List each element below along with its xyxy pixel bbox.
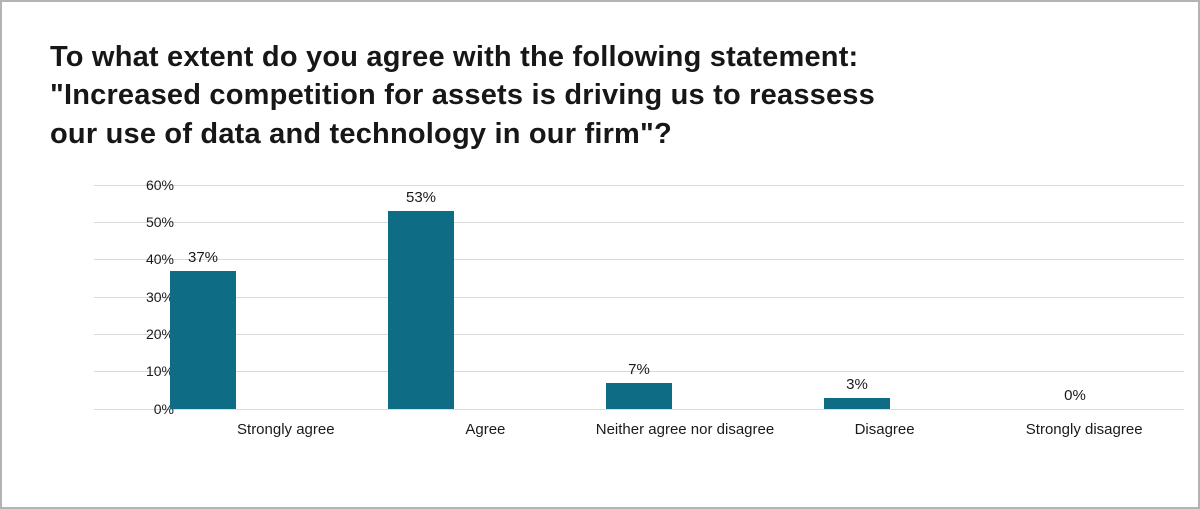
bar-column: 7%: [530, 185, 748, 409]
y-axis-tick-label: 30%: [145, 288, 174, 305]
bar-value-label: 53%: [405, 188, 437, 206]
gridline: [94, 222, 1184, 224]
gridline: [94, 259, 1184, 261]
x-axis-category-label: Disagree: [854, 420, 915, 438]
bar-column: 53%: [312, 185, 530, 409]
y-axis-tick-label: 50%: [145, 214, 174, 231]
bar-value-label: 0%: [1064, 386, 1086, 404]
x-axis-category-label: Agree: [465, 420, 506, 438]
y-axis-tick-label: 10%: [145, 363, 174, 380]
bar-column: 0%: [966, 185, 1184, 409]
y-axis-tick-label: 40%: [145, 251, 174, 268]
gridline: [94, 408, 1184, 410]
gridline: [94, 371, 1184, 373]
bar-column: 37%: [94, 185, 312, 409]
x-axis-category-label: Strongly agree: [237, 420, 335, 438]
x-axis-category-label: Neither agree nor disagree: [595, 420, 775, 438]
bar-value-label: 7%: [628, 360, 650, 378]
bar-value-label: 3%: [846, 375, 868, 393]
bar-chart: 0% 10% 20% 30% 40% 50% 60% 37% 53% 7% 3% 0% Strongl…: [2, 177, 1184, 438]
bars-group: 37% 53% 7% 3% 0%: [94, 185, 1184, 409]
plot-area: 0% 10% 20% 30% 40% 50% 60% 37% 53% 7% 3% 0%: [94, 177, 1184, 417]
y-axis-tick-label: 60%: [145, 176, 174, 193]
bar: [388, 210, 454, 409]
gridline: [94, 334, 1184, 336]
gridline: [94, 184, 1184, 186]
bar: [606, 382, 672, 409]
x-axis-category-label: Strongly disagree: [1025, 420, 1143, 438]
gridline: [94, 296, 1184, 298]
bar: [824, 397, 890, 409]
bar: [170, 270, 236, 409]
bar-column: 3%: [748, 185, 966, 409]
bar-value-label: 37%: [187, 248, 219, 266]
x-axis-labels: Strongly agree Agree Neither agree nor dis…: [94, 421, 1184, 438]
y-axis-tick-label: 0%: [153, 400, 174, 417]
chart-title: To what extent do you agree with the fol…: [50, 41, 875, 150]
y-axis-tick-label: 20%: [145, 326, 174, 343]
